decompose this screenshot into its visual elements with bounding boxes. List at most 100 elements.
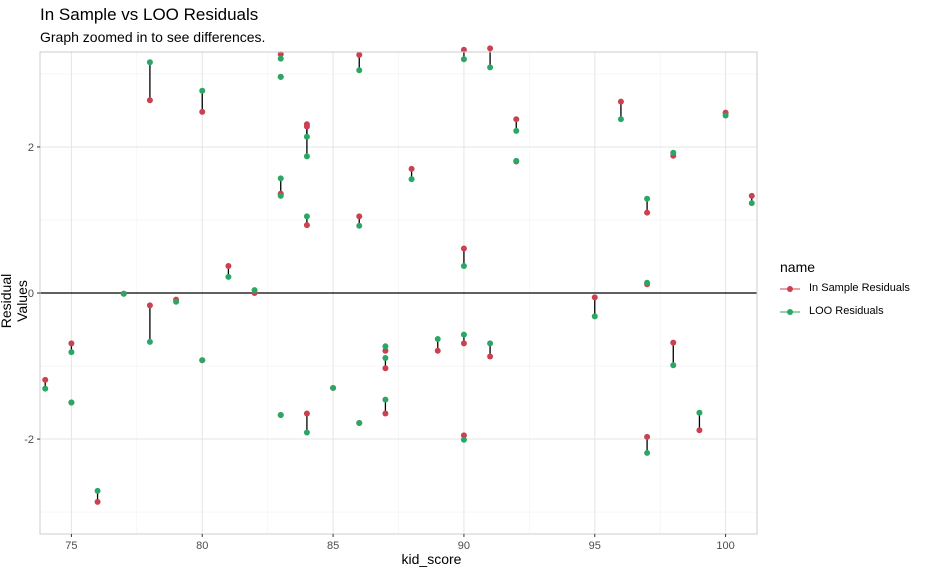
loo-point bbox=[696, 409, 703, 416]
in-sample-point bbox=[513, 116, 520, 123]
loo-point bbox=[382, 396, 389, 403]
in-sample-point bbox=[696, 427, 703, 434]
loo-point bbox=[460, 262, 467, 269]
in-sample-point bbox=[146, 97, 153, 104]
in-sample-point bbox=[434, 347, 441, 354]
loo-point bbox=[330, 384, 337, 391]
loo-point bbox=[382, 354, 389, 361]
chart-title: In Sample vs LOO Residuals bbox=[40, 5, 259, 24]
loo-point bbox=[356, 67, 363, 74]
loo-point bbox=[487, 340, 494, 347]
loo-point bbox=[277, 175, 284, 182]
loo-point bbox=[644, 449, 651, 456]
loo-point bbox=[68, 399, 75, 406]
in-sample-legend-key bbox=[780, 286, 800, 292]
in-sample-point bbox=[460, 245, 467, 252]
loo-point bbox=[303, 429, 310, 436]
loo-point bbox=[513, 127, 520, 134]
loo-point bbox=[644, 279, 651, 286]
loo-point bbox=[120, 290, 127, 297]
in-sample-point bbox=[382, 410, 389, 417]
in-sample-point bbox=[356, 213, 363, 220]
x-axis-ticks: 75 80 85 90 95 100 bbox=[65, 534, 735, 552]
x-tick-label: 90 bbox=[458, 540, 470, 552]
x-tick-label: 95 bbox=[589, 540, 601, 552]
x-axis-label-text: kid_score bbox=[401, 551, 462, 567]
in-sample-point bbox=[460, 46, 467, 53]
chart-subtitle: Graph zoomed in to see differences. bbox=[40, 29, 266, 45]
in-sample-point bbox=[94, 498, 101, 505]
loo-point bbox=[146, 338, 153, 345]
loo-point bbox=[460, 56, 467, 63]
loo-point bbox=[748, 200, 755, 207]
in-sample-point bbox=[303, 123, 310, 130]
loo-point bbox=[303, 213, 310, 220]
loo-point bbox=[460, 436, 467, 443]
loo-point bbox=[173, 298, 180, 305]
loo-point bbox=[94, 487, 101, 494]
in-sample-point bbox=[225, 262, 232, 269]
loo-point bbox=[722, 112, 729, 119]
loo-point bbox=[199, 357, 206, 364]
loo-point bbox=[356, 222, 363, 229]
loo-point bbox=[382, 343, 389, 350]
in-sample-point bbox=[68, 340, 75, 347]
in-sample-point bbox=[460, 432, 467, 439]
loo-point bbox=[277, 55, 284, 62]
in-sample-point bbox=[670, 339, 677, 346]
y-tick-label: 2 bbox=[28, 142, 34, 154]
loo-point bbox=[277, 411, 284, 418]
loo-point bbox=[42, 385, 49, 392]
y-tick-label: 0 bbox=[28, 288, 34, 300]
in-sample-point bbox=[591, 294, 598, 301]
legend-label-loo: LOO Residuals bbox=[809, 305, 884, 317]
loo-point bbox=[460, 331, 467, 338]
loo-point bbox=[303, 153, 310, 160]
x-tick-label: 75 bbox=[65, 540, 77, 552]
in-sample-point bbox=[644, 433, 651, 440]
in-sample-point bbox=[644, 209, 651, 216]
loo-points bbox=[42, 55, 755, 494]
in-sample-point bbox=[748, 192, 755, 199]
in-sample-point bbox=[146, 302, 153, 309]
legend-item-in-sample: In Sample Residuals bbox=[780, 281, 910, 304]
y-axis-ticks: -2 0 2 bbox=[24, 142, 40, 446]
loo-point bbox=[670, 149, 677, 156]
loo-point bbox=[487, 64, 494, 71]
in-sample-point bbox=[356, 51, 363, 58]
loo-point bbox=[68, 349, 75, 356]
in-sample-point bbox=[303, 410, 310, 417]
loo-point bbox=[277, 73, 284, 80]
in-sample-point bbox=[617, 98, 624, 105]
in-sample-point bbox=[460, 340, 467, 347]
y-axis-label: Residual Values bbox=[0, 273, 30, 329]
in-sample-point bbox=[42, 376, 49, 383]
x-axis-label: kid_score bbox=[0, 551, 931, 567]
in-sample-point bbox=[408, 165, 415, 172]
x-tick-label: 80 bbox=[196, 540, 208, 552]
in-sample-point bbox=[277, 51, 284, 58]
legend-label-in-sample: In Sample Residuals bbox=[809, 282, 910, 294]
y-tick-label: -2 bbox=[24, 434, 34, 446]
x-tick-label: 85 bbox=[327, 540, 339, 552]
in-sample-point bbox=[487, 45, 494, 52]
loo-point bbox=[408, 176, 415, 183]
loo-point bbox=[146, 59, 153, 66]
in-sample-point bbox=[382, 365, 389, 372]
loo-point bbox=[434, 336, 441, 343]
loo-point bbox=[591, 313, 598, 320]
loo-point bbox=[303, 133, 310, 140]
x-tick-label: 100 bbox=[716, 540, 734, 552]
legend-item-loo: LOO Residuals bbox=[780, 304, 884, 327]
in-sample-point bbox=[303, 222, 310, 229]
in-sample-point bbox=[199, 108, 206, 115]
loo-point bbox=[670, 362, 677, 369]
loo-point bbox=[513, 157, 520, 164]
loo-point bbox=[277, 192, 284, 199]
loo-point bbox=[199, 87, 206, 94]
legend: name In Sample Residuals LOO Residuals bbox=[780, 259, 910, 327]
in-sample-point bbox=[487, 353, 494, 360]
loo-point bbox=[251, 287, 258, 294]
legend-title: name bbox=[780, 259, 816, 275]
